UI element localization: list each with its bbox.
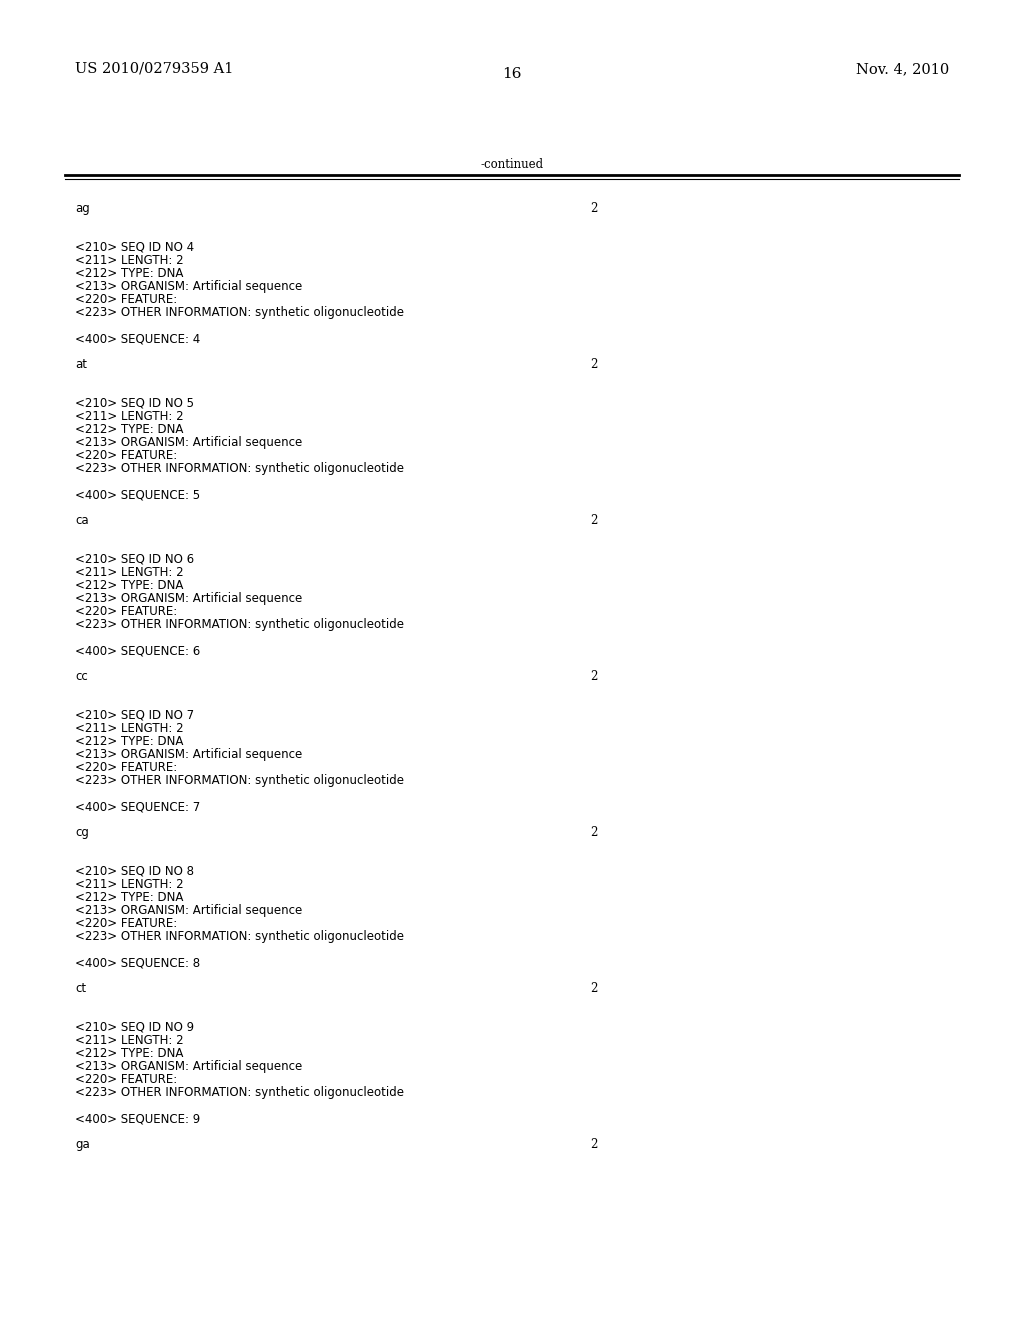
Text: <223> OTHER INFORMATION: synthetic oligonucleotide: <223> OTHER INFORMATION: synthetic oligo…	[75, 1086, 404, 1100]
Text: <212> TYPE: DNA: <212> TYPE: DNA	[75, 579, 183, 591]
Text: 2: 2	[590, 1138, 597, 1151]
Text: <211> LENGTH: 2: <211> LENGTH: 2	[75, 253, 183, 267]
Text: <213> ORGANISM: Artificial sequence: <213> ORGANISM: Artificial sequence	[75, 748, 302, 762]
Text: cg: cg	[75, 826, 89, 840]
Text: Nov. 4, 2010: Nov. 4, 2010	[856, 62, 949, 77]
Text: <213> ORGANISM: Artificial sequence: <213> ORGANISM: Artificial sequence	[75, 591, 302, 605]
Text: <210> SEQ ID NO 9: <210> SEQ ID NO 9	[75, 1020, 195, 1034]
Text: <223> OTHER INFORMATION: synthetic oligonucleotide: <223> OTHER INFORMATION: synthetic oligo…	[75, 306, 404, 319]
Text: <210> SEQ ID NO 8: <210> SEQ ID NO 8	[75, 865, 194, 878]
Text: ag: ag	[75, 202, 90, 215]
Text: <400> SEQUENCE: 9: <400> SEQUENCE: 9	[75, 1111, 201, 1125]
Text: <213> ORGANISM: Artificial sequence: <213> ORGANISM: Artificial sequence	[75, 1060, 302, 1073]
Text: <212> TYPE: DNA: <212> TYPE: DNA	[75, 891, 183, 904]
Text: <400> SEQUENCE: 4: <400> SEQUENCE: 4	[75, 333, 201, 345]
Text: <400> SEQUENCE: 7: <400> SEQUENCE: 7	[75, 800, 201, 813]
Text: <220> FEATURE:: <220> FEATURE:	[75, 1073, 177, 1086]
Text: <400> SEQUENCE: 5: <400> SEQUENCE: 5	[75, 488, 200, 502]
Text: -continued: -continued	[480, 158, 544, 172]
Text: <213> ORGANISM: Artificial sequence: <213> ORGANISM: Artificial sequence	[75, 280, 302, 293]
Text: 2: 2	[590, 202, 597, 215]
Text: <212> TYPE: DNA: <212> TYPE: DNA	[75, 1047, 183, 1060]
Text: 2: 2	[590, 513, 597, 527]
Text: at: at	[75, 358, 87, 371]
Text: <220> FEATURE:: <220> FEATURE:	[75, 917, 177, 931]
Text: <220> FEATURE:: <220> FEATURE:	[75, 293, 177, 306]
Text: <212> TYPE: DNA: <212> TYPE: DNA	[75, 422, 183, 436]
Text: 2: 2	[590, 358, 597, 371]
Text: <213> ORGANISM: Artificial sequence: <213> ORGANISM: Artificial sequence	[75, 436, 302, 449]
Text: <210> SEQ ID NO 4: <210> SEQ ID NO 4	[75, 242, 195, 253]
Text: <210> SEQ ID NO 6: <210> SEQ ID NO 6	[75, 553, 195, 566]
Text: <223> OTHER INFORMATION: synthetic oligonucleotide: <223> OTHER INFORMATION: synthetic oligo…	[75, 618, 404, 631]
Text: <210> SEQ ID NO 7: <210> SEQ ID NO 7	[75, 709, 195, 722]
Text: <220> FEATURE:: <220> FEATURE:	[75, 449, 177, 462]
Text: <220> FEATURE:: <220> FEATURE:	[75, 762, 177, 774]
Text: <400> SEQUENCE: 6: <400> SEQUENCE: 6	[75, 644, 201, 657]
Text: <223> OTHER INFORMATION: synthetic oligonucleotide: <223> OTHER INFORMATION: synthetic oligo…	[75, 931, 404, 942]
Text: <220> FEATURE:: <220> FEATURE:	[75, 605, 177, 618]
Text: <223> OTHER INFORMATION: synthetic oligonucleotide: <223> OTHER INFORMATION: synthetic oligo…	[75, 462, 404, 475]
Text: ga: ga	[75, 1138, 90, 1151]
Text: ca: ca	[75, 513, 89, 527]
Text: <211> LENGTH: 2: <211> LENGTH: 2	[75, 722, 183, 735]
Text: 2: 2	[590, 671, 597, 682]
Text: 2: 2	[590, 826, 597, 840]
Text: 2: 2	[590, 982, 597, 995]
Text: <213> ORGANISM: Artificial sequence: <213> ORGANISM: Artificial sequence	[75, 904, 302, 917]
Text: cc: cc	[75, 671, 88, 682]
Text: <211> LENGTH: 2: <211> LENGTH: 2	[75, 1034, 183, 1047]
Text: <400> SEQUENCE: 8: <400> SEQUENCE: 8	[75, 956, 200, 969]
Text: US 2010/0279359 A1: US 2010/0279359 A1	[75, 62, 233, 77]
Text: <211> LENGTH: 2: <211> LENGTH: 2	[75, 566, 183, 579]
Text: <212> TYPE: DNA: <212> TYPE: DNA	[75, 735, 183, 748]
Text: <223> OTHER INFORMATION: synthetic oligonucleotide: <223> OTHER INFORMATION: synthetic oligo…	[75, 774, 404, 787]
Text: <210> SEQ ID NO 5: <210> SEQ ID NO 5	[75, 397, 194, 411]
Text: ct: ct	[75, 982, 86, 995]
Text: <212> TYPE: DNA: <212> TYPE: DNA	[75, 267, 183, 280]
Text: 16: 16	[502, 67, 522, 81]
Text: <211> LENGTH: 2: <211> LENGTH: 2	[75, 411, 183, 422]
Text: <211> LENGTH: 2: <211> LENGTH: 2	[75, 878, 183, 891]
